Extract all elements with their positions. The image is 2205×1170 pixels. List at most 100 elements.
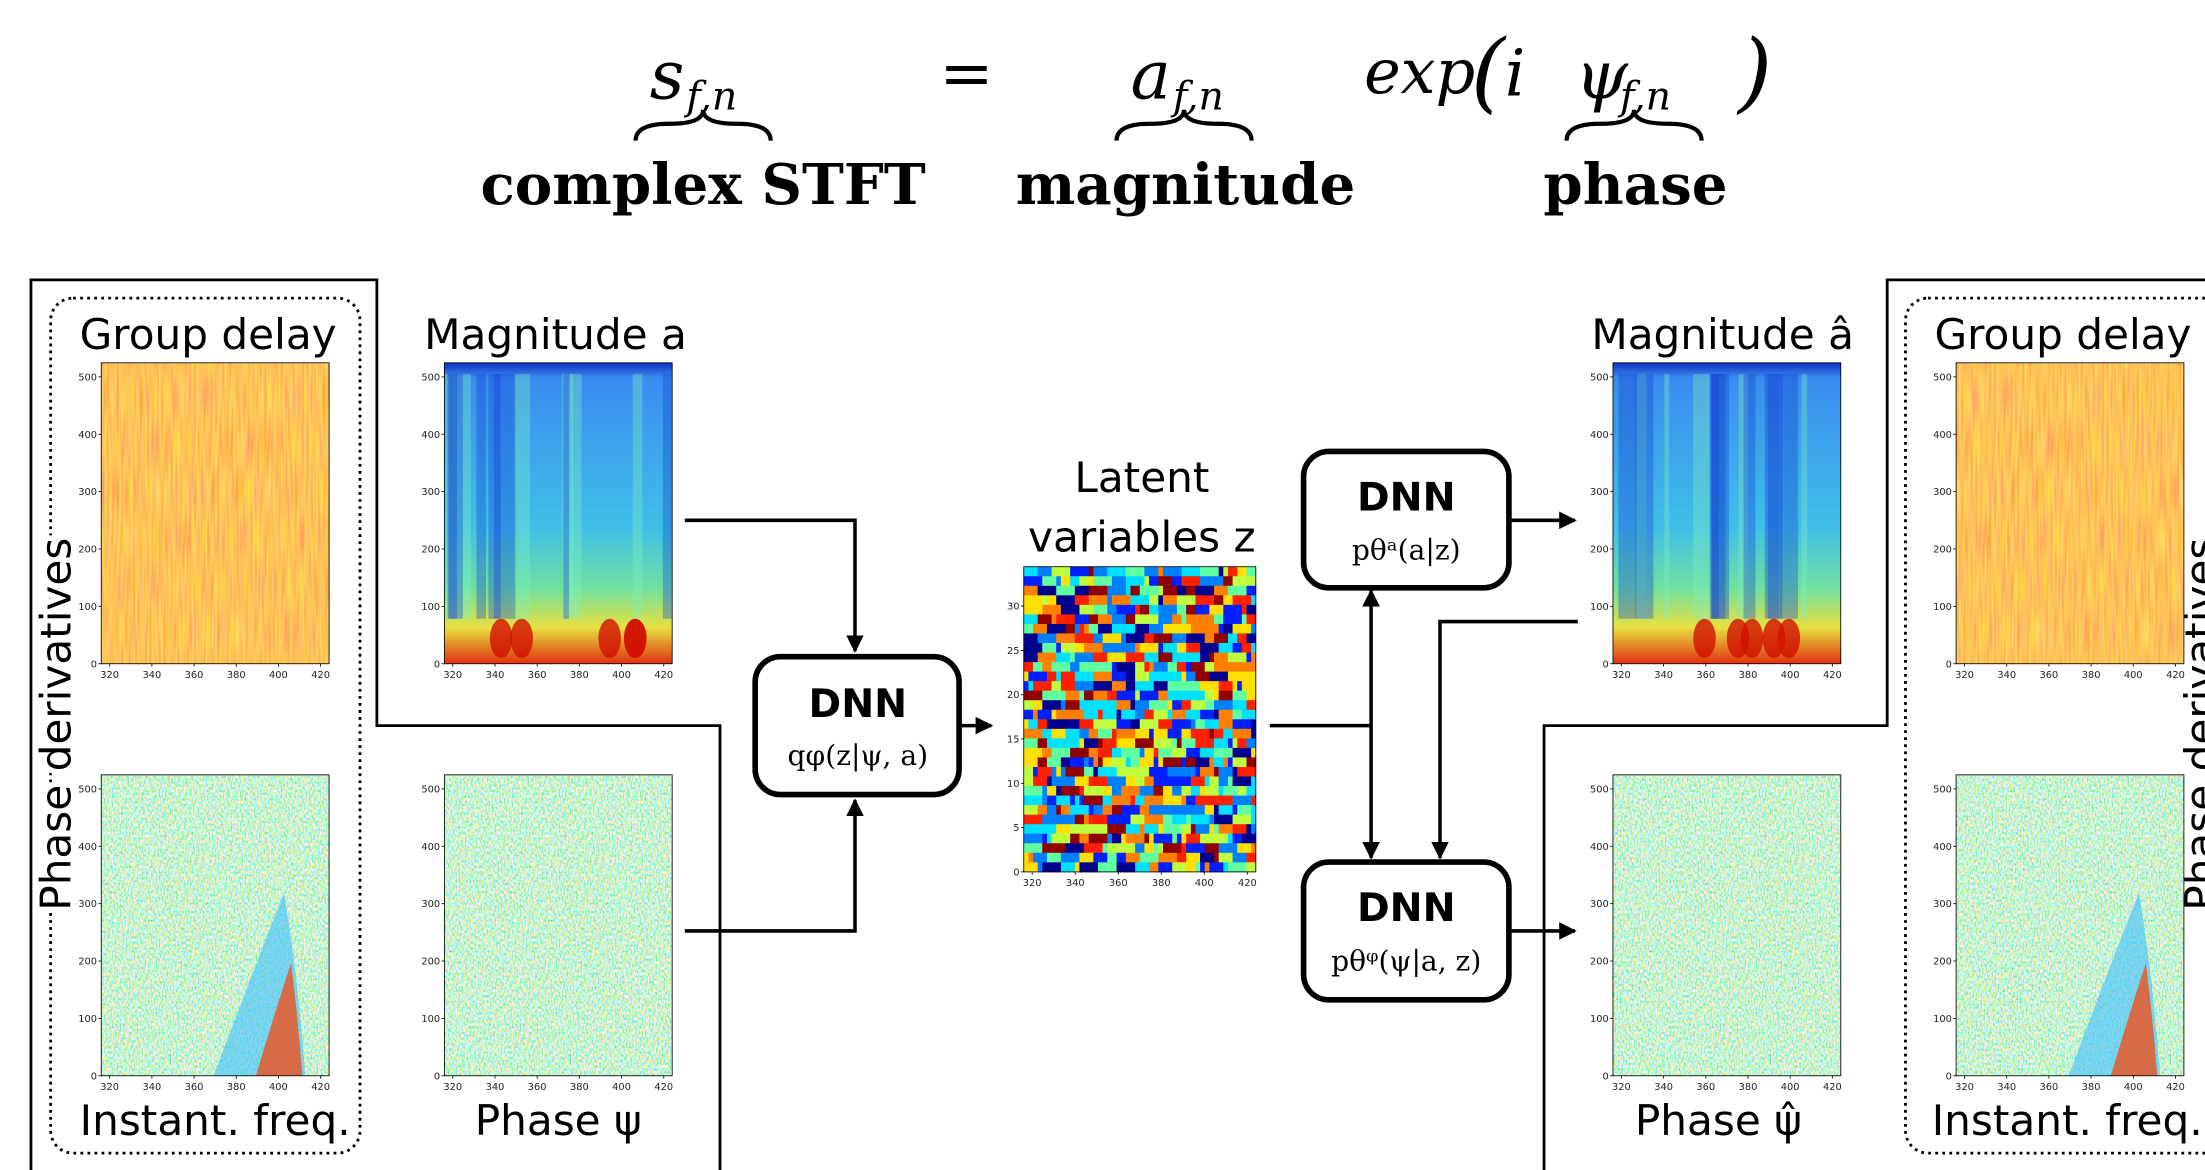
latent-cell	[1028, 719, 1038, 729]
latent-cell	[1186, 672, 1196, 682]
latent-cell	[1182, 576, 1201, 586]
latent-cell	[1033, 662, 1043, 672]
latent-cell	[1154, 777, 1173, 787]
latent-cell	[1214, 824, 1219, 834]
latent-cell	[1033, 767, 1038, 777]
latent-cell	[1228, 672, 1238, 682]
latent-cell	[1195, 824, 1209, 834]
spectrogram-stripe	[515, 374, 530, 619]
latent-cell	[1172, 653, 1191, 663]
latent-cell	[1103, 719, 1117, 729]
tick-label: 400	[269, 1082, 288, 1093]
latent-cell	[1158, 748, 1172, 758]
latent-cell	[1084, 757, 1089, 767]
latent-cell	[1247, 595, 1252, 605]
latent-cell	[1070, 805, 1089, 815]
latent-cell	[1024, 777, 1034, 787]
latent-cell	[1042, 700, 1061, 710]
latent-cell	[1223, 595, 1233, 605]
latent-cell	[1140, 643, 1159, 653]
tick-label: 200	[1590, 957, 1609, 968]
latent-cell	[1112, 757, 1126, 767]
latent-cell	[1163, 815, 1173, 825]
latent-cell	[1117, 729, 1136, 739]
latent-cell	[1149, 672, 1168, 682]
tick-label: 340	[1654, 1082, 1673, 1093]
tick-label: 0	[91, 1071, 97, 1082]
latent-cell	[1103, 643, 1122, 653]
latent-cell	[1233, 748, 1252, 758]
latent-cell	[1237, 767, 1256, 777]
latent-cell	[1117, 605, 1136, 615]
latent-cell	[1154, 748, 1159, 758]
latent-cell	[1079, 719, 1093, 729]
latent-cell	[1024, 710, 1034, 720]
tick-label: 15	[1007, 735, 1020, 746]
tick-label: 300	[78, 899, 97, 910]
latent-cell	[1168, 729, 1182, 739]
latent-cell	[1191, 824, 1196, 834]
latent-cell	[1024, 672, 1029, 682]
latent-cell	[1158, 843, 1163, 853]
latent-cell	[1209, 824, 1214, 834]
latent-cell	[1223, 614, 1242, 624]
latent-cell	[1047, 853, 1061, 863]
tick-label: 400	[421, 842, 440, 853]
latent-cell	[1112, 796, 1131, 806]
tick-label: 400	[1781, 670, 1800, 681]
latent-cell	[1079, 662, 1089, 672]
latent-cell	[1233, 757, 1247, 767]
latent-cell	[1233, 576, 1247, 586]
latent-cell	[1061, 767, 1066, 777]
latent-cell	[1089, 796, 1103, 806]
latent-cell	[1182, 672, 1187, 682]
latent-cell	[1186, 662, 1191, 672]
latent-cell	[1247, 815, 1252, 825]
tick-label: 100	[421, 602, 440, 613]
spectrogram-blob	[598, 619, 621, 658]
latent-cell	[1191, 786, 1201, 796]
latent-cell	[1038, 653, 1057, 663]
latent-cell	[1228, 567, 1238, 577]
latent-cell	[1103, 757, 1113, 767]
tick-label: 100	[78, 602, 97, 613]
plot-title: Magnitude a	[424, 310, 687, 359]
tick-label: 100	[1933, 602, 1952, 613]
latent-cell	[1084, 786, 1103, 796]
latent-cell	[1107, 567, 1126, 577]
latent-cell	[1038, 757, 1048, 767]
tick-label: 0	[1013, 867, 1019, 878]
latent-cell	[1233, 643, 1243, 653]
latent-cell	[1247, 853, 1257, 863]
latent-cell	[1042, 691, 1052, 701]
latent-cell	[1172, 624, 1191, 634]
latent-cell	[1117, 700, 1122, 710]
latent-cell	[1033, 777, 1047, 787]
latent-cell	[1038, 767, 1052, 777]
latent-cell	[1117, 710, 1122, 720]
latent-cell	[1223, 786, 1237, 796]
latent-cell	[1126, 824, 1140, 834]
latent-cell	[1144, 796, 1154, 806]
latent-cell	[1121, 633, 1126, 643]
latent-cell	[1219, 643, 1229, 653]
latent-cell	[1242, 710, 1256, 720]
equation: s f,n = a f,n exp ( i ψ f,n ) complex ST…	[481, 20, 1773, 218]
latent-cell	[1024, 624, 1034, 634]
tick-label: 400	[1933, 842, 1952, 853]
latent-cell	[1214, 691, 1219, 701]
latent-cell	[1135, 624, 1149, 634]
latent-cell	[1121, 710, 1135, 720]
latent-cell	[1158, 605, 1177, 615]
latent-cell	[1186, 757, 1196, 767]
latent-cell	[1047, 719, 1066, 729]
latent-cell	[1237, 672, 1256, 682]
latent-cell	[1107, 653, 1126, 663]
latent-cell	[1168, 691, 1187, 701]
latent-cell	[1144, 567, 1158, 577]
latent-cell	[1117, 662, 1136, 672]
plot-title: Phase ψ	[475, 1096, 642, 1145]
panel-title: Instant. freq.	[1932, 1096, 2203, 1145]
latent-cell	[1200, 719, 1205, 729]
latent-cell	[1047, 757, 1061, 767]
